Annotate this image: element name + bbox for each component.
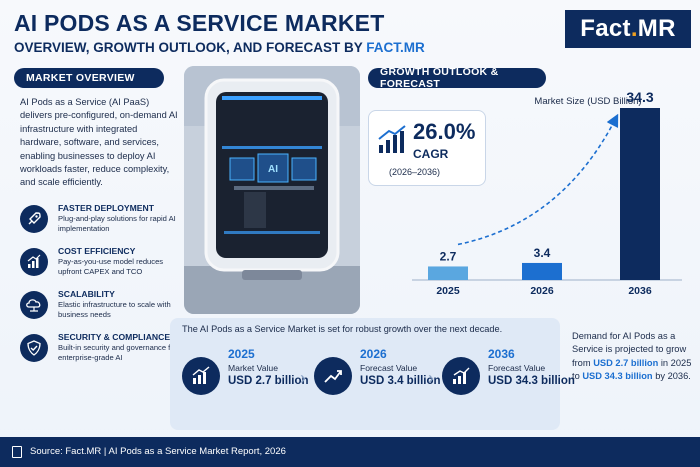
- tick-label-2036: 2036: [628, 285, 652, 297]
- stat-value: USD 34.3 billion: [488, 375, 575, 387]
- forecast-panel: [170, 318, 560, 430]
- summary-part-c: by 2036.: [652, 370, 691, 381]
- stat-value: USD 2.7 billion: [228, 375, 309, 387]
- ai-pod-photo: AI: [184, 66, 360, 314]
- footer-bar: Source: Fact.MR | AI Pods as a Service M…: [0, 437, 700, 467]
- rocket-icon: [20, 205, 48, 233]
- overview-description: AI Pods as a Service (AI PaaS) delivers …: [20, 97, 178, 188]
- market-overview-heading: MARKET OVERVIEW: [14, 68, 164, 88]
- cost-chart-icon: [20, 248, 48, 276]
- cagr-label: CAGR: [413, 147, 449, 161]
- chevron-right-icon: ›: [300, 368, 306, 388]
- forecast-lead: The AI Pods as a Service Market is set f…: [182, 324, 503, 334]
- cagr-period: (2026–2036): [389, 167, 441, 177]
- stat-2025: 2025 Market Value USD 2.7 billion: [182, 345, 312, 415]
- subtitle-brand: FACT.MR: [366, 40, 425, 55]
- tick-label-2026: 2026: [530, 285, 554, 297]
- feature-desc: Plug-and-play solutions for rapid AI imp…: [58, 214, 176, 233]
- feature-title: COST EFFICIENCY: [58, 246, 136, 256]
- feature-desc: Pay-as-you-use model reduces upfront CAP…: [58, 257, 164, 276]
- bar-2036: [620, 108, 660, 280]
- summary-part-a: Demand for AI Pods as a Service is proje…: [572, 331, 687, 368]
- feature-scalability: SCALABILITY Elastic infrastructure to sc…: [20, 289, 180, 329]
- growth-trend-arrow: [457, 113, 619, 246]
- forecast-summary: Demand for AI Pods as a Service is proje…: [572, 330, 692, 383]
- summary-highlight-2025: USD 2.7 billion: [593, 357, 659, 368]
- stat-year: 2025: [228, 347, 255, 361]
- document-icon: [12, 446, 22, 458]
- cagr-value: 26.0%: [413, 119, 476, 144]
- forecast-chart-icon: [442, 357, 480, 395]
- pod-screen-text: AI: [268, 164, 278, 175]
- logo-dot: .: [630, 15, 638, 42]
- stat-2036: 2036 Forecast Value USD 34.3 billion: [442, 345, 575, 415]
- feature-title: SECURITY & COMPLIANCE: [58, 332, 171, 342]
- stat-label: Forecast Value: [488, 363, 546, 373]
- market-growth-icon: [182, 357, 220, 395]
- summary-highlight-2036: USD 34.3 billion: [582, 370, 653, 381]
- summary-part-b: in 2025 to: [572, 357, 692, 381]
- page-title: AI PODS AS A SERVICE MARKET: [14, 10, 385, 36]
- source-text: Source: Fact.MR | AI Pods as a Service M…: [30, 446, 286, 457]
- cloud-network-icon: [20, 291, 48, 319]
- feature-title: FASTER DEPLOYMENT: [58, 203, 154, 213]
- stat-year: 2026: [360, 347, 387, 361]
- feature-cost-efficiency: COST EFFICIENCY Pay-as-you-use model red…: [20, 246, 180, 286]
- feature-desc: Built-in security and governance for ent…: [58, 343, 178, 362]
- stat-label: Market Value: [228, 363, 278, 373]
- data-label-2026: 3.4: [534, 246, 551, 260]
- feature-security-compliance: SECURITY & COMPLIANCE Built-in security …: [20, 332, 180, 372]
- stat-2026: 2026 Forecast Value USD 3.4 billion: [314, 345, 444, 415]
- logo-tail: MR: [637, 15, 676, 42]
- bar-chart-svg: Market Size (USD Billion) 2.7 2025 3.4 2026 3…: [412, 89, 682, 297]
- stat-label: Forecast Value: [360, 363, 418, 373]
- market-size-chart: Market Size (USD Billion) 2.7 2025 3.4 2026 3…: [366, 84, 690, 306]
- chart-title: Market Size (USD Billion): [534, 96, 641, 107]
- bar-2026: [522, 262, 562, 280]
- feature-desc: Elastic infrastructure to scale with bus…: [58, 300, 171, 319]
- stat-value: USD 3.4 billion: [360, 375, 441, 387]
- tick-label-2025: 2025: [436, 285, 460, 297]
- growth-heading: GROWTH OUTLOOK & FORECAST: [368, 66, 546, 90]
- subtitle-text: OVERVIEW, GROWTH OUTLOOK, AND FORECAST B…: [14, 40, 367, 55]
- factmr-logo: Fact. MR: [565, 10, 691, 48]
- trend-up-icon: [314, 357, 352, 395]
- bar-2025: [428, 266, 468, 280]
- logo-main: Fact: [580, 15, 631, 42]
- chevron-right-icon: ›: [428, 368, 434, 388]
- stat-year: 2036: [488, 347, 515, 361]
- data-label-2025: 2.7: [440, 249, 457, 263]
- data-label-2036: 34.3: [626, 89, 653, 105]
- feature-faster-deployment: FASTER DEPLOYMENT Plug-and-play solution…: [20, 203, 180, 243]
- cagr-box: 26.0% CAGR (2026–2036): [368, 110, 486, 186]
- page-subtitle: OVERVIEW, GROWTH OUTLOOK, AND FORECAST B…: [14, 40, 425, 55]
- shield-check-icon: [20, 334, 48, 362]
- feature-title: SCALABILITY: [58, 289, 115, 299]
- growth-chart-icon: [378, 125, 406, 153]
